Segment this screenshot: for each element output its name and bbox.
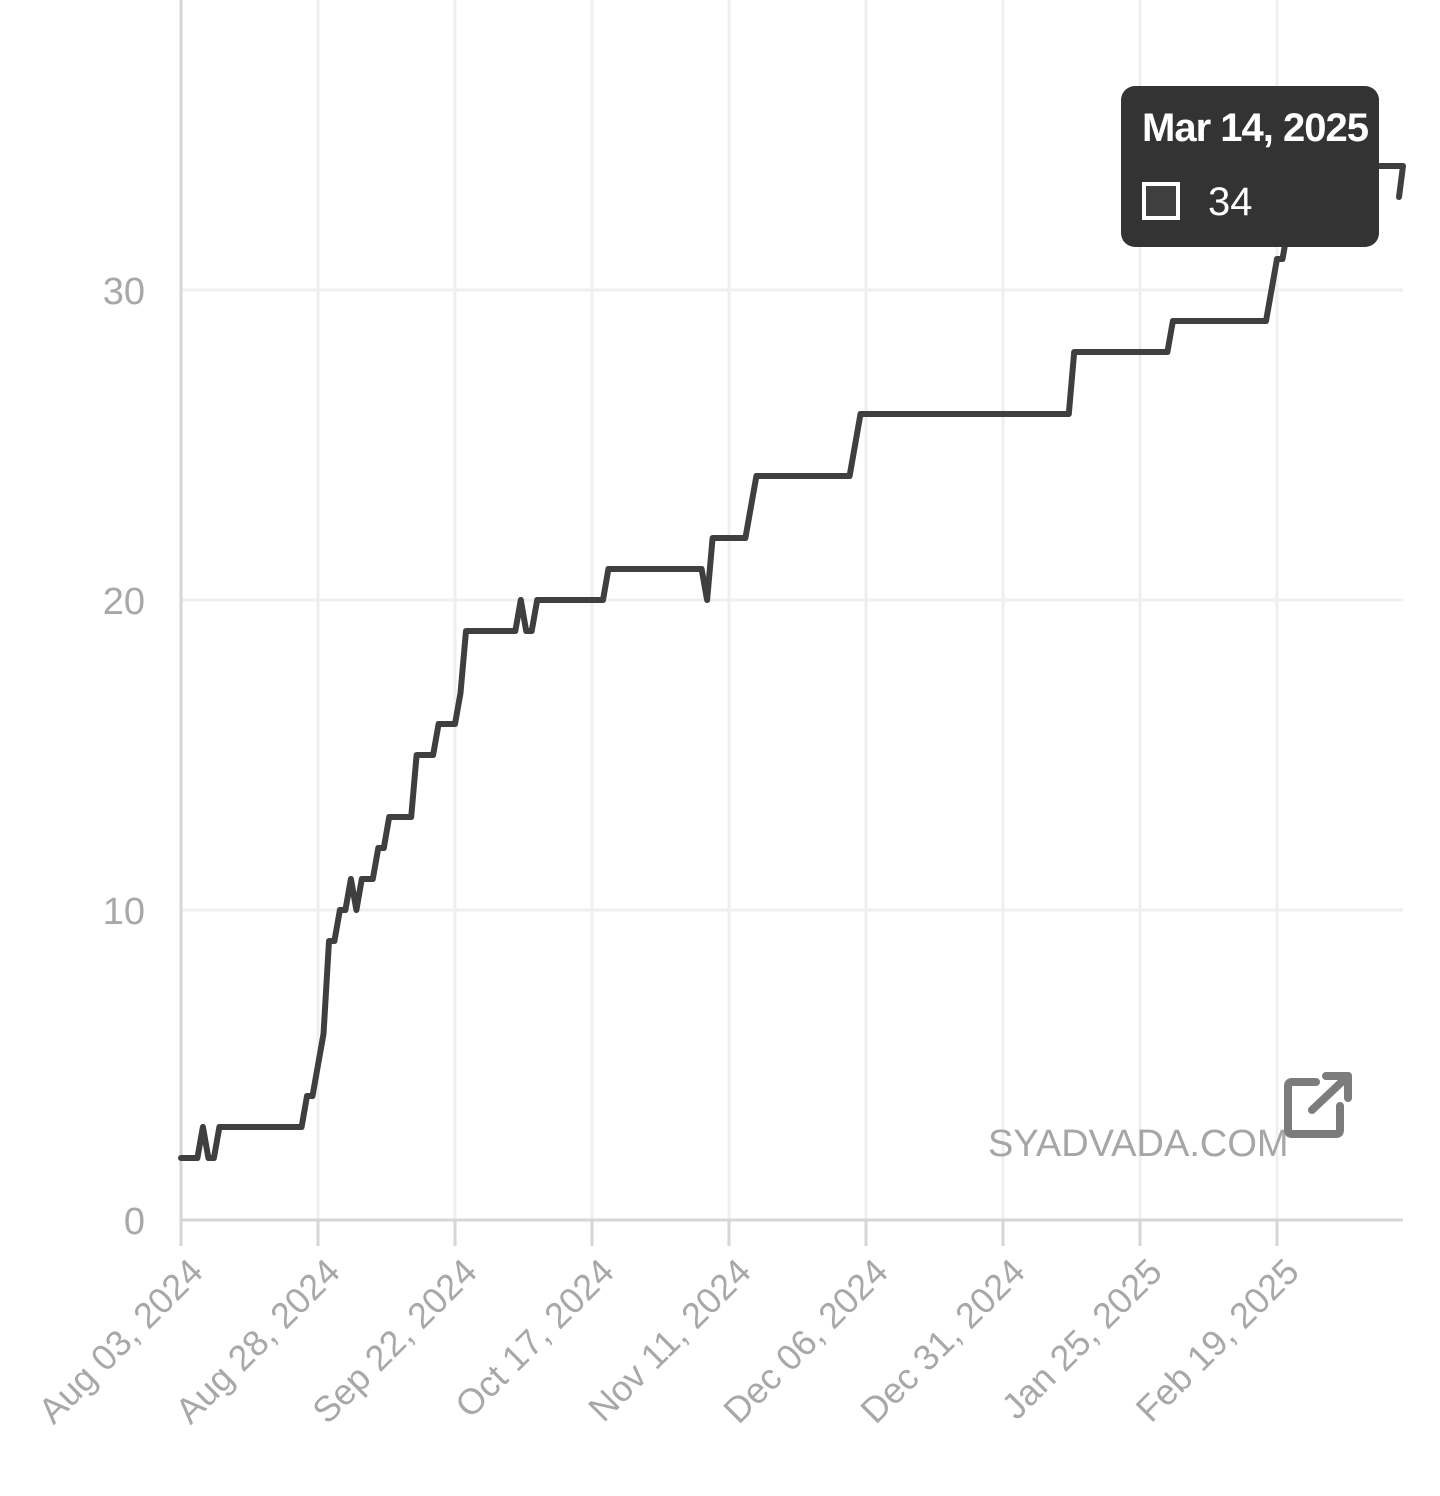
series-line [178,163,1406,1161]
tooltip-series-swatch [1142,182,1180,220]
y-tick-label: 0 [124,1201,145,1243]
watermark[interactable]: SYADVADA.COM [988,1072,1352,1165]
tooltip: Mar 14, 2025 34 [1121,86,1379,247]
y-tick-label: 10 [103,891,145,933]
y-tick-label: 30 [103,271,145,313]
tooltip-value: 34 [1208,180,1253,224]
tooltip-date: Mar 14, 2025 [1142,106,1369,150]
y-tick-label: 20 [103,581,145,623]
watermark-text: SYADVADA.COM [988,1123,1289,1165]
y-axis-ticks: 0 10 20 30 [103,271,145,1243]
axes [179,0,1403,1246]
external-link-icon[interactable] [1284,1072,1352,1138]
series [178,163,1406,1161]
